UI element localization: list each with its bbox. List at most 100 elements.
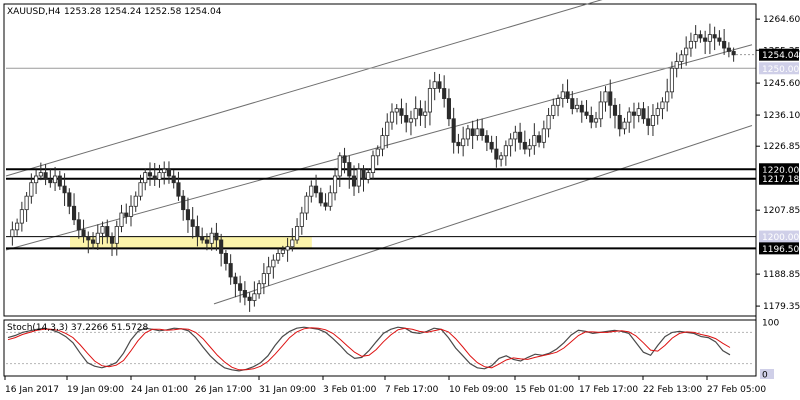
stochastic-panel: Stoch(14,3,3) 37.2266 51.5728 100 0 bbox=[3, 319, 779, 381]
candle-body bbox=[128, 205, 134, 217]
candle bbox=[351, 165, 357, 196]
candle bbox=[717, 30, 722, 46]
candle-body bbox=[698, 34, 703, 39]
candle bbox=[95, 224, 100, 251]
candle-body bbox=[276, 253, 281, 261]
candle bbox=[698, 30, 703, 43]
candle bbox=[522, 130, 527, 155]
candle-body bbox=[518, 131, 523, 143]
candle-body bbox=[475, 128, 480, 136]
candle bbox=[707, 23, 712, 55]
candle bbox=[427, 79, 433, 126]
candle-body bbox=[43, 172, 48, 180]
candle-body bbox=[726, 47, 731, 52]
candle bbox=[19, 201, 24, 232]
candle-body bbox=[608, 91, 613, 106]
candle bbox=[57, 170, 62, 190]
candle-body bbox=[437, 81, 442, 89]
candle bbox=[34, 169, 39, 194]
candle bbox=[432, 71, 437, 101]
candle-body bbox=[257, 283, 262, 295]
time-tick-label: 16 Jan 2017 bbox=[5, 385, 59, 395]
candle bbox=[612, 98, 618, 129]
candle-body bbox=[19, 209, 24, 224]
price-tick-label: 1245.60 bbox=[763, 79, 800, 89]
stochastic-panel-border bbox=[3, 319, 757, 377]
highlight-zone bbox=[70, 236, 312, 249]
candle bbox=[456, 133, 461, 154]
candle bbox=[62, 173, 67, 206]
candle-body bbox=[627, 111, 632, 123]
candle bbox=[608, 79, 613, 119]
stochastic-tick-bg bbox=[760, 369, 774, 379]
price-tick-label: 1264.60 bbox=[763, 15, 800, 25]
candle bbox=[157, 164, 162, 188]
candle-body bbox=[631, 111, 637, 116]
candle-body bbox=[551, 104, 556, 116]
candle-body bbox=[703, 37, 708, 42]
candle-body bbox=[109, 236, 115, 244]
candle bbox=[53, 166, 58, 192]
candle bbox=[684, 36, 689, 66]
price-badge-label: 1250.00 bbox=[762, 65, 799, 75]
time-tick-label: 31 Jan 09:00 bbox=[259, 385, 316, 395]
candle bbox=[641, 102, 646, 124]
candle bbox=[318, 187, 323, 207]
symbol-label: XAUUSD,H4 bbox=[7, 7, 61, 17]
candle bbox=[295, 218, 300, 244]
price-levels bbox=[5, 44, 756, 251]
candle bbox=[105, 219, 110, 244]
candle-body bbox=[119, 212, 124, 227]
candle bbox=[332, 167, 338, 201]
candle bbox=[190, 207, 195, 239]
candle-body bbox=[351, 175, 357, 187]
candle bbox=[551, 98, 556, 120]
candle bbox=[67, 188, 72, 215]
candle-body bbox=[67, 192, 72, 207]
candle-body bbox=[261, 273, 266, 285]
price-tick-label: 1207.85 bbox=[763, 206, 800, 216]
candle bbox=[722, 29, 727, 55]
candle bbox=[555, 94, 561, 117]
candle bbox=[593, 111, 599, 128]
candle-body bbox=[143, 172, 148, 184]
candle bbox=[370, 150, 376, 180]
channel-lower-line bbox=[213, 125, 753, 305]
candle-body bbox=[522, 141, 527, 150]
candle bbox=[119, 204, 124, 233]
candle bbox=[176, 171, 181, 201]
candle-body bbox=[489, 141, 494, 150]
candle-body bbox=[214, 232, 219, 241]
candle-body bbox=[446, 98, 451, 120]
candle bbox=[574, 97, 580, 113]
price-badge bbox=[759, 62, 799, 75]
candle-body bbox=[361, 168, 366, 180]
candle bbox=[228, 254, 233, 285]
candle bbox=[489, 135, 494, 153]
candle bbox=[646, 106, 651, 136]
candle bbox=[128, 195, 134, 227]
candle-body bbox=[133, 195, 138, 207]
candle-body bbox=[456, 141, 461, 147]
candle-body bbox=[646, 118, 651, 126]
candle bbox=[423, 100, 428, 129]
candle-body bbox=[266, 266, 271, 275]
candle bbox=[537, 131, 542, 148]
candle bbox=[48, 169, 53, 188]
candle-body bbox=[669, 67, 675, 93]
candle bbox=[603, 86, 608, 112]
candle bbox=[726, 42, 731, 58]
candle-body bbox=[252, 293, 257, 301]
candle-body bbox=[565, 91, 570, 99]
price-badge bbox=[759, 242, 799, 255]
price-badge bbox=[759, 172, 799, 185]
candle-body bbox=[442, 88, 447, 99]
candle-body bbox=[53, 175, 58, 184]
candle bbox=[71, 193, 77, 226]
price-tick-label: 1179.35 bbox=[763, 302, 800, 312]
candle bbox=[361, 165, 366, 192]
candle-body bbox=[152, 175, 157, 180]
price-panel-border bbox=[3, 3, 757, 317]
candle bbox=[565, 79, 570, 103]
candle bbox=[394, 104, 399, 125]
